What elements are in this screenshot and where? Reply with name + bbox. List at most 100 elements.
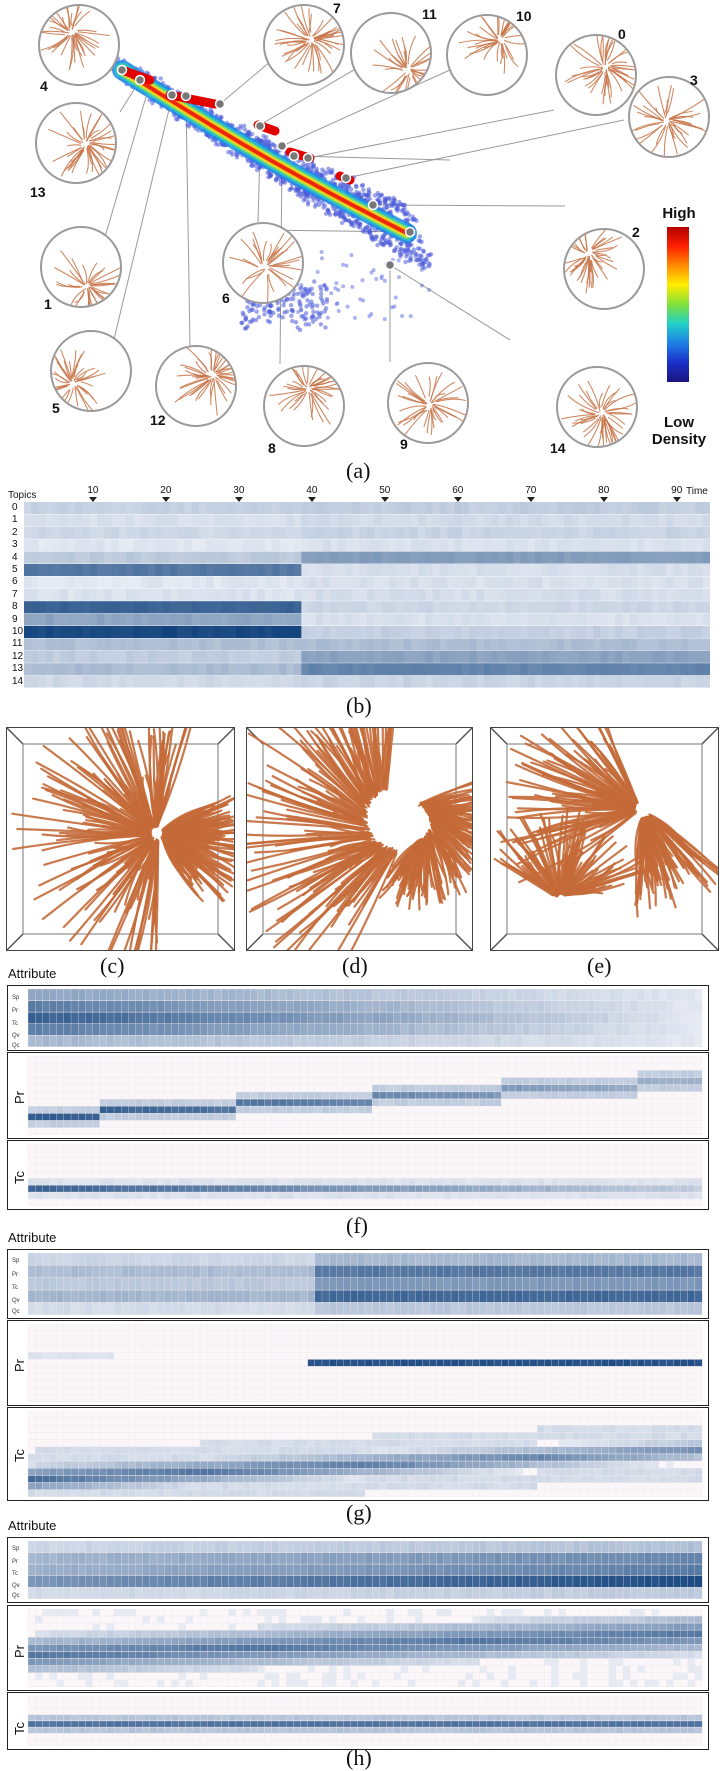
- heatmap-cell: [163, 514, 171, 526]
- heatmap-cell: [365, 1035, 372, 1046]
- heatmap-cell: [484, 502, 492, 514]
- heatmap-cell: [53, 663, 61, 675]
- heatmap-cell: [593, 564, 601, 576]
- heatmap-cell: [258, 514, 266, 526]
- heatmap-cell: [469, 614, 477, 626]
- heatmap-cell: [602, 1012, 609, 1023]
- heatmap-cell: [185, 651, 193, 663]
- heatmap-cell: [60, 626, 68, 638]
- heatmap-cell: [469, 589, 477, 601]
- heatmap-cell: [50, 989, 57, 1000]
- heatmap-cell: [523, 1001, 530, 1012]
- heatmap-cell: [559, 1024, 566, 1035]
- heatmap-cell: [528, 663, 536, 675]
- heatmap-cell: [652, 1001, 659, 1012]
- heatmap-cell: [549, 589, 557, 601]
- heatmap-cell: [329, 1012, 336, 1023]
- heatmap-cell: [148, 514, 156, 526]
- heatmap-cell: [133, 601, 141, 613]
- heatmap-cell: [323, 614, 331, 626]
- heatmap-cell: [214, 514, 222, 526]
- heatmap-cell: [221, 601, 229, 613]
- heatmap-cell: [476, 502, 484, 514]
- heatmap-cell: [630, 626, 638, 638]
- heatmap-cell: [214, 614, 222, 626]
- heatmap-cell: [367, 601, 375, 613]
- heatmap-cell: [31, 601, 39, 613]
- heatmap-cell: [473, 1001, 480, 1012]
- heatmap-cell: [331, 676, 339, 688]
- heatmap-cell: [382, 514, 390, 526]
- heatmap-cell: [199, 576, 207, 588]
- heatmap-cell: [104, 514, 112, 526]
- heatmap-cell: [177, 651, 185, 663]
- heatmap-cell: [586, 651, 594, 663]
- heatmap-cell: [107, 989, 114, 1000]
- heatmap-cell: [221, 576, 229, 588]
- heatmap-cell: [309, 638, 317, 650]
- heatmap-cell: [535, 614, 543, 626]
- heatmap-cell: [382, 589, 390, 601]
- heatmap-cell: [308, 1001, 315, 1012]
- heatmap-cell: [85, 1035, 92, 1046]
- heatmap-cell: [155, 651, 163, 663]
- heatmap-cell: [535, 502, 543, 514]
- heatmap-cell: [250, 564, 258, 576]
- heatmap-cell: [447, 601, 455, 613]
- heatmap-cell: [469, 502, 477, 514]
- heatmap-cell: [487, 1012, 494, 1023]
- heatmap-cell: [279, 638, 287, 650]
- heatmap-cell: [549, 614, 557, 626]
- heatmap-cell: [28, 1001, 35, 1012]
- heatmap-cell: [425, 552, 433, 564]
- density-point: [349, 253, 353, 257]
- cluster-bubble-3: [628, 76, 710, 158]
- density-point: [341, 284, 345, 288]
- heatmap-cell: [50, 1012, 57, 1023]
- heatmap-cell: [480, 1001, 487, 1012]
- heatmap-cell: [396, 626, 404, 638]
- heatmap-cell: [476, 626, 484, 638]
- heatmap-cell: [60, 527, 68, 539]
- heatmap-cell: [121, 1001, 128, 1012]
- heatmap-cell: [382, 663, 390, 675]
- heatmap-cell: [573, 989, 580, 1000]
- heatmap-cell: [422, 1001, 429, 1012]
- heatmap-cell: [688, 601, 696, 613]
- heatmap-cell: [433, 552, 441, 564]
- density-point: [311, 319, 315, 323]
- heatmap-cell: [104, 564, 112, 576]
- heatmap-cell: [228, 589, 236, 601]
- heatmap-cell: [31, 626, 39, 638]
- heatmap-cell: [170, 626, 178, 638]
- heatmap-cell: [258, 626, 266, 638]
- heatmap-cell: [418, 663, 426, 675]
- heatmap-cell: [535, 589, 543, 601]
- heatmap-cell: [141, 676, 149, 688]
- heatmap-cell: [491, 552, 499, 564]
- heatmap-cell: [221, 564, 229, 576]
- heatmap-cell: [316, 514, 324, 526]
- heatmap-cell: [133, 564, 141, 576]
- fiber-stroke: [586, 391, 597, 408]
- heatmap-cell: [491, 638, 499, 650]
- fiber-stroke: [67, 145, 81, 146]
- heatmap-cell: [112, 638, 120, 650]
- heatmap-cell: [695, 539, 703, 551]
- heatmap-cell: [615, 626, 623, 638]
- heatmap-cell: [644, 502, 652, 514]
- heatmap-cell: [389, 589, 397, 601]
- heatmap-cell: [593, 651, 601, 663]
- heatmap-cell: [587, 989, 594, 1000]
- heatmap-cell: [150, 1012, 157, 1023]
- heatmap-cell: [411, 502, 419, 514]
- heatmap-cell: [136, 1001, 143, 1012]
- density-point: [315, 310, 319, 314]
- heatmap-cell: [75, 514, 83, 526]
- density-point: [306, 291, 310, 295]
- heatmap-cell: [637, 989, 644, 1000]
- heatmap-cell: [389, 663, 397, 675]
- heatmap-cell: [28, 1035, 35, 1046]
- heatmap-cell: [287, 502, 295, 514]
- heatmap-cell: [323, 626, 331, 638]
